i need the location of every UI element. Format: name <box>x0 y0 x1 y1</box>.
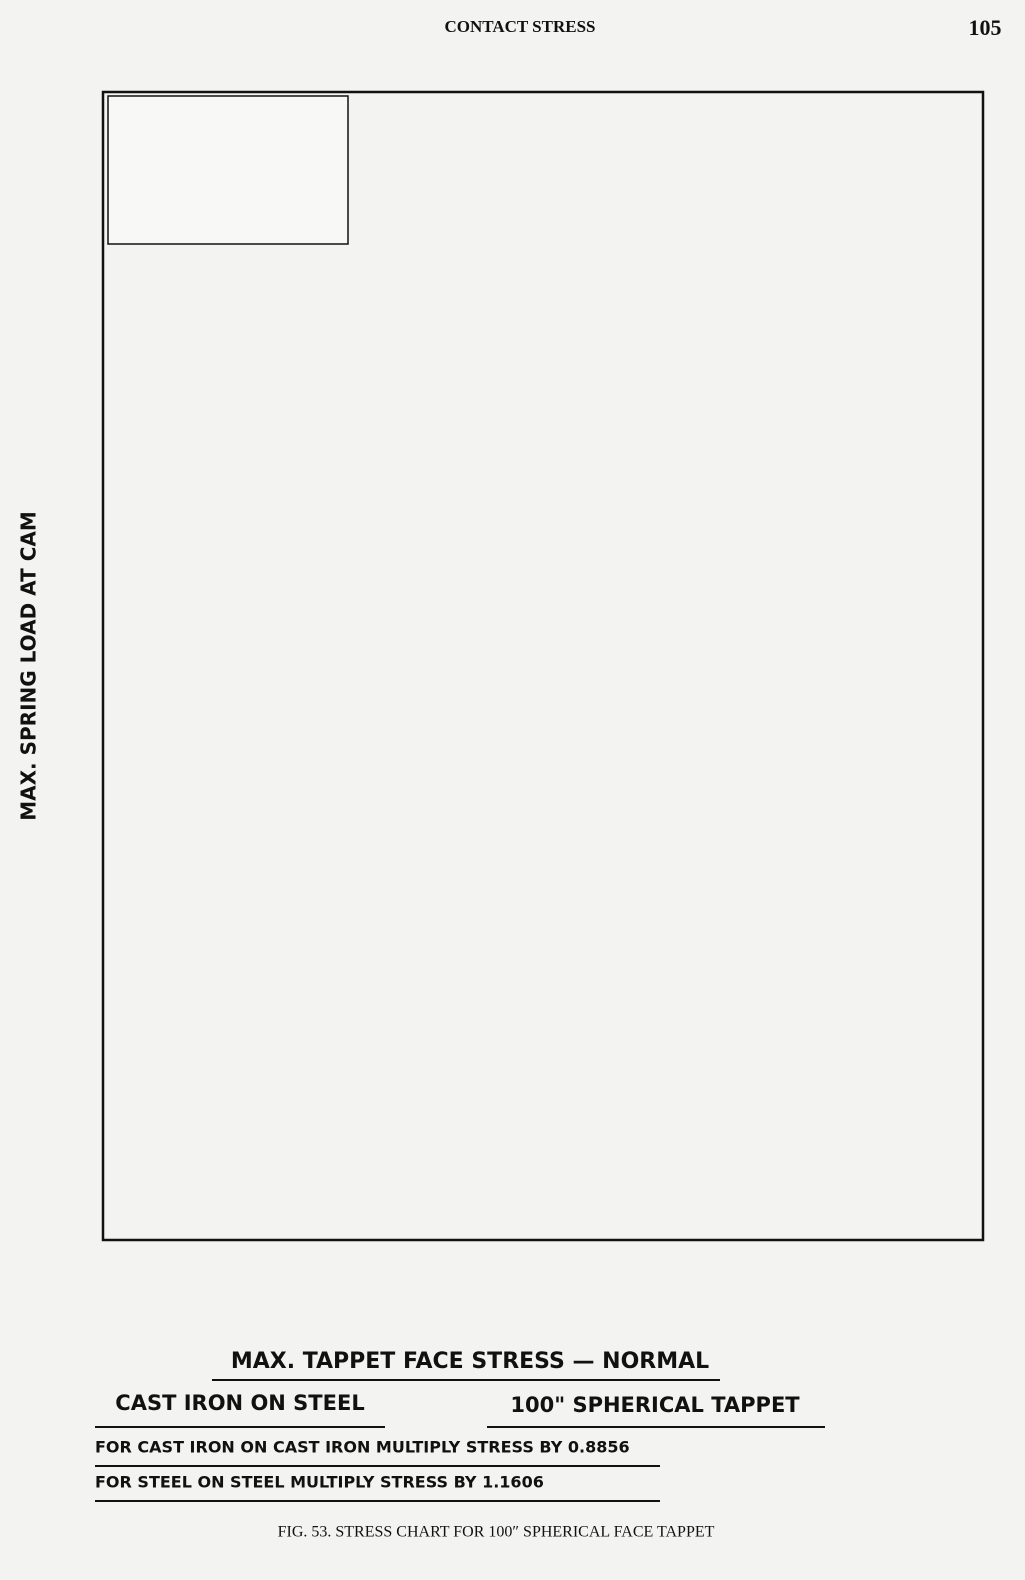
y-axis-label: MAX. SPRING LOAD AT CAM <box>17 511 41 821</box>
note: CAST IRON ON STEEL <box>115 1391 364 1415</box>
note: FOR CAST IRON ON CAST IRON MULTIPLY STRE… <box>95 1438 630 1457</box>
page-number: 105 <box>969 15 1002 40</box>
note: FOR STEEL ON STEEL MULTIPLY STRESS BY 1.… <box>95 1473 544 1492</box>
running-title: CONTACT STRESS <box>444 17 595 36</box>
legend-box <box>107 95 349 245</box>
plot-frame <box>101 90 985 1242</box>
x-axis-label: MAX. TAPPET FACE STRESS — NORMAL <box>231 1349 709 1374</box>
note: 100" SPHERICAL TAPPET <box>510 1393 800 1417</box>
caption: FIG. 53. STRESS CHART FOR 100″ SPHERICAL… <box>278 1524 715 1541</box>
